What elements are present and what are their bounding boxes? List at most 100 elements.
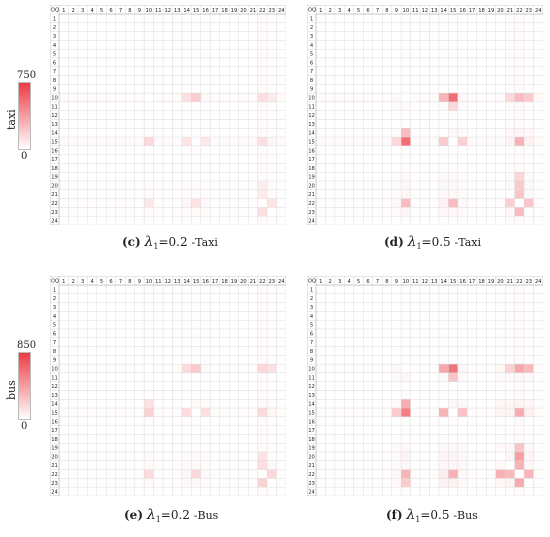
heatmap-cell-19-21 — [504, 443, 515, 453]
heatmap-cell-4-6 — [106, 311, 116, 321]
heatmap-cell-13-11 — [153, 119, 164, 129]
row-label-1: 1 — [310, 16, 313, 22]
row-label-3: 3 — [53, 305, 56, 311]
heatmap-cell-2-3 — [334, 22, 345, 32]
heatmap-cell-15-12 — [419, 136, 430, 147]
heatmap-cell-16-18 — [219, 145, 230, 155]
row-label-15: 15 — [51, 139, 58, 145]
heatmap-cell-16-18 — [476, 145, 487, 155]
heatmap-cell-21-13 — [429, 189, 440, 199]
heatmap-cell-10-17 — [467, 363, 477, 374]
heatmap-cell-15-7 — [115, 136, 126, 147]
heatmap-cell-2-22 — [514, 293, 525, 303]
heatmap-cell-5-2 — [68, 48, 79, 59]
heatmap-cell-17-17 — [467, 154, 477, 164]
heatmap-cell-6-14 — [438, 328, 449, 338]
heatmap-cell-3-15 — [191, 302, 202, 312]
heatmap-cell-12-2 — [68, 381, 79, 391]
heatmap-cell-24-5 — [96, 216, 107, 225]
heatmap-cell-19-4 — [87, 172, 98, 182]
heatmap-cell-7-10 — [400, 337, 411, 347]
heatmap-cell-13-5 — [353, 390, 364, 400]
heatmap-cell-5-19 — [229, 48, 239, 59]
heatmap-cell-9-1 — [58, 355, 69, 365]
heatmap-cell-11-16 — [457, 372, 468, 382]
heatmap-cell-17-8 — [125, 154, 135, 164]
heatmap-cell-21-5 — [96, 189, 107, 199]
row-label-9: 9 — [53, 358, 56, 364]
heatmap-cell-23-3 — [334, 207, 345, 217]
heatmap-cell-2-15 — [448, 22, 459, 32]
heatmap-cell-6-11 — [410, 57, 421, 67]
heatmap-cell-10-1 — [58, 92, 69, 103]
heatmap-cell-17-6 — [363, 425, 373, 435]
heatmap-cell-3-14 — [181, 31, 192, 41]
heatmap-cell-19-14 — [438, 172, 449, 182]
heatmap-cell-9-22 — [257, 84, 268, 94]
heatmap-cell-16-24 — [276, 145, 286, 155]
heatmap-cell-18-18 — [476, 163, 487, 173]
heatmap-cell-20-15 — [448, 451, 459, 462]
heatmap-cell-11-12 — [162, 372, 173, 382]
heatmap-cell-13-22 — [514, 119, 525, 129]
heatmap-cell-8-19 — [486, 75, 496, 85]
heatmap-cell-15-20 — [495, 136, 506, 147]
heatmap-cell-9-19 — [486, 355, 496, 365]
heatmap-cell-5-10 — [143, 319, 154, 330]
heatmap-cell-15-6 — [106, 136, 116, 147]
heatmap-cell-2-15 — [191, 22, 202, 32]
heatmap-cell-9-7 — [115, 355, 126, 365]
heatmap-cell-9-16 — [200, 355, 211, 365]
heatmap-cell-2-2 — [325, 22, 336, 32]
heatmap-cell-4-12 — [162, 311, 173, 321]
heatmap-cell-1-4 — [87, 13, 98, 23]
heatmap-cell-3-19 — [229, 31, 239, 41]
heatmap-cell-1-23 — [523, 284, 534, 294]
heatmap-cell-24-14 — [438, 216, 449, 225]
heatmap-cell-20-5 — [353, 180, 364, 191]
heatmap-cell-5-15 — [191, 319, 202, 330]
heatmap-cell-11-11 — [410, 372, 421, 382]
heatmap-cell-4-7 — [115, 311, 126, 321]
heatmap-cell-17-14 — [181, 154, 192, 164]
col-label-17: 17 — [212, 8, 219, 14]
heatmap-cell-11-19 — [229, 101, 239, 111]
heatmap-cell-20-11 — [153, 180, 164, 191]
heatmap-cell-18-21 — [247, 434, 258, 444]
heatmap-cell-19-18 — [476, 172, 487, 182]
heatmap-cell-16-1 — [315, 145, 326, 155]
heatmap-cell-11-2 — [68, 101, 79, 111]
heatmap-cell-13-7 — [372, 119, 383, 129]
heatmap-cell-12-6 — [106, 110, 116, 120]
heatmap-cell-12-20 — [495, 381, 506, 391]
heatmap-cell-15-13 — [429, 136, 440, 147]
heatmap-cell-13-12 — [419, 390, 430, 400]
row-label-2: 2 — [310, 296, 313, 302]
heatmap-cell-19-12 — [419, 172, 430, 182]
heatmap-cell-11-17 — [210, 372, 220, 382]
heatmap-cell-6-3 — [334, 57, 345, 67]
heatmap-cell-7-11 — [410, 337, 421, 347]
heatmap-cell-9-2 — [68, 84, 79, 94]
heatmap-cell-22-17 — [467, 469, 477, 479]
col-label-6: 6 — [109, 279, 112, 285]
col-label-11: 11 — [155, 279, 162, 285]
row-label-15: 15 — [308, 410, 315, 416]
heatmap-cell-4-14 — [438, 311, 449, 321]
col-header-bg — [307, 5, 543, 15]
heatmap-cell-21-9 — [134, 460, 145, 470]
heatmap-cell-5-9 — [134, 48, 145, 59]
heatmap-cell-1-16 — [200, 284, 211, 294]
heatmap-cell-12-1 — [315, 381, 326, 391]
heatmap-cell-23-8 — [125, 478, 135, 488]
heatmap-cell-6-4 — [87, 328, 98, 338]
heatmap-cell-11-22 — [257, 101, 268, 111]
heatmap-cell-13-16 — [457, 390, 468, 400]
heatmap-cell-16-9 — [391, 145, 402, 155]
heatmap-cell-21-12 — [419, 460, 430, 470]
heatmap-cell-21-3 — [334, 460, 345, 470]
heatmap-cell-7-19 — [229, 337, 239, 347]
heatmap-cell-24-2 — [325, 487, 336, 496]
heatmap-cell-10-10 — [143, 363, 154, 374]
heatmap-cell-7-7 — [372, 337, 383, 347]
